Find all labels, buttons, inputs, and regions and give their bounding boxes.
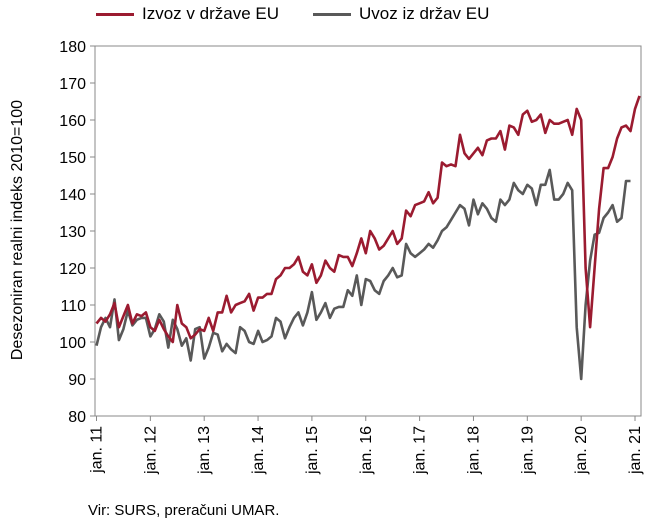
y-tick-label: 140 bbox=[59, 187, 86, 204]
legend-label-export: Izvoz v države EU bbox=[142, 4, 279, 23]
x-tick-label: jan. 13 bbox=[196, 426, 213, 475]
x-tick-label: jan. 15 bbox=[304, 426, 321, 475]
legend-label-import: Uvoz iz držav EU bbox=[359, 4, 490, 23]
legend-item-export: Izvoz v države EU bbox=[96, 4, 279, 24]
y-tick-label: 90 bbox=[68, 372, 86, 389]
source-note: Vir: SURS, preračuni UMAR. bbox=[88, 502, 280, 519]
series-layer bbox=[95, 95, 641, 381]
x-tick-label: jan. 11 bbox=[89, 426, 106, 474]
y-axis-label: Desezoniran realni indeks 2010=100 bbox=[9, 100, 26, 360]
x-tick-label: jan. 21 bbox=[627, 426, 644, 475]
y-tick-label: 180 bbox=[59, 39, 86, 56]
chart-plot: 80 90 100 110 120 130 140 150 160 170 180 jan. 11 ja… bbox=[9, 39, 644, 475]
legend-swatch-export bbox=[96, 12, 134, 16]
x-tick-label: jan. 16 bbox=[358, 426, 375, 475]
plot-frame bbox=[94, 45, 642, 417]
y-tick-label: 110 bbox=[60, 298, 86, 315]
legend-item-import: Uvoz iz držav EU bbox=[313, 4, 489, 24]
x-tick-label: jan. 20 bbox=[573, 426, 590, 475]
axes-layer: 80 90 100 110 120 130 140 150 160 170 180 jan. 11 ja… bbox=[59, 39, 644, 475]
x-tick-label: jan. 17 bbox=[412, 426, 429, 475]
chart-legend: Izvoz v države EU Uvoz iz držav EU bbox=[96, 4, 489, 24]
x-tick-label: jan. 18 bbox=[465, 426, 482, 475]
y-tick-label: 160 bbox=[59, 113, 86, 130]
y-tick-label: 130 bbox=[59, 224, 86, 241]
legend-swatch-import bbox=[313, 12, 351, 16]
y-tick-label: 170 bbox=[59, 76, 86, 93]
x-tick-label: jan. 14 bbox=[250, 426, 267, 475]
y-tick-label: 80 bbox=[68, 409, 86, 426]
y-tick-label: 100 bbox=[59, 335, 86, 352]
series-line-import bbox=[95, 168, 631, 381]
x-tick-label: jan. 12 bbox=[142, 426, 159, 475]
y-tick-label: 120 bbox=[59, 261, 86, 278]
series-line-export bbox=[95, 95, 641, 344]
y-tick-label: 150 bbox=[59, 150, 86, 167]
x-tick-label: jan. 19 bbox=[519, 426, 536, 475]
